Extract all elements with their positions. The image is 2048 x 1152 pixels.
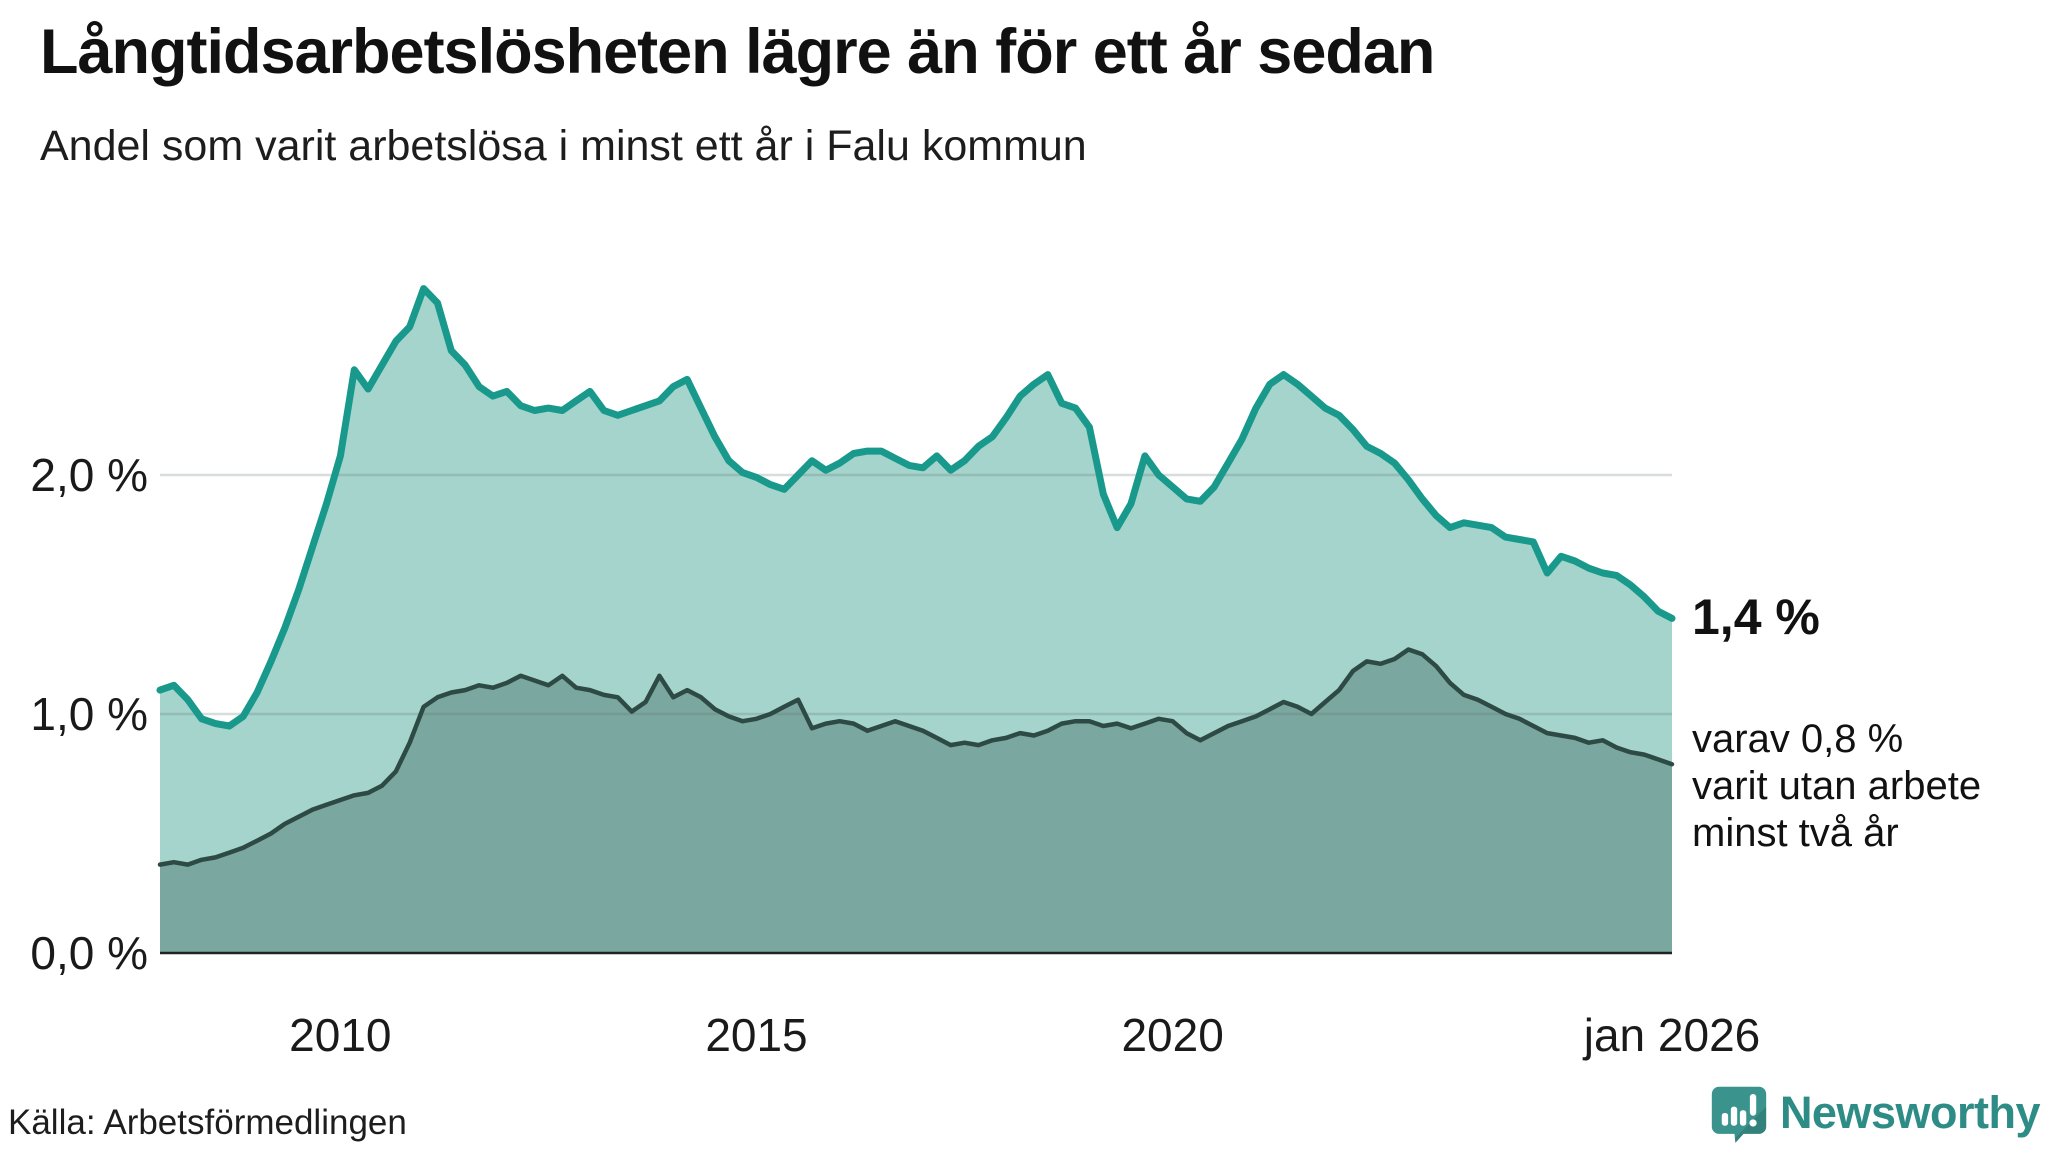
area-min-two-years [160, 649, 1672, 953]
latest-value-label: 1,4 % [1692, 589, 1820, 645]
x-tick-label: 2020 [1121, 1009, 1224, 1061]
x-tick-label: 2015 [705, 1009, 808, 1061]
y-tick-label: 2,0 % [30, 449, 148, 501]
chart-title: Långtidsarbetslösheten lägre än för ett … [40, 17, 1435, 87]
source-note: Källa: Arbetsförmedlingen [8, 1103, 407, 1142]
chart-subtitle: Andel som varit arbetslösa i minst ett å… [40, 122, 1087, 170]
x-tick-label: 2010 [289, 1009, 392, 1061]
newsworthy-wordmark: Newsworthy [1779, 1087, 2041, 1138]
y-tick-label: 0,0 % [30, 927, 148, 979]
newsworthy-logo: Newsworthy [1710, 1083, 2041, 1143]
line-min-two-years [157, 647, 1675, 867]
line-min-one-year [156, 285, 1676, 730]
x-tick-label: jan 2026 [1583, 1009, 1761, 1061]
y-tick-label: 1,0 % [30, 688, 148, 740]
speech-bubble-bar-chart-icon [1711, 1086, 1767, 1143]
two-year-note-label: varav 0,8 % varit utan arbete minst två … [1692, 717, 1982, 856]
